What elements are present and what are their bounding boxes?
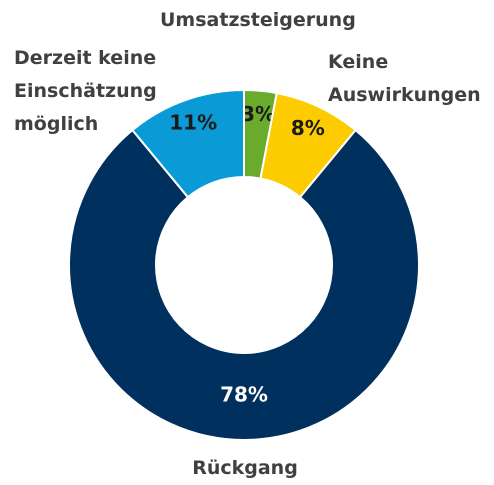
category-label: Keine Auswirkungen [328, 51, 481, 106]
category-label: Rückgang [192, 457, 298, 479]
value-label: 11% [169, 110, 217, 134]
donut-segment [68, 128, 420, 441]
value-label: 8% [291, 116, 325, 140]
value-label: 78% [220, 383, 268, 407]
category-label: Derzeit keine Einschätzung möglich [14, 47, 157, 135]
category-label: Umsatzsteigerung [160, 9, 356, 31]
donut-segment [131, 88, 245, 199]
value-label: 3% [241, 102, 275, 126]
